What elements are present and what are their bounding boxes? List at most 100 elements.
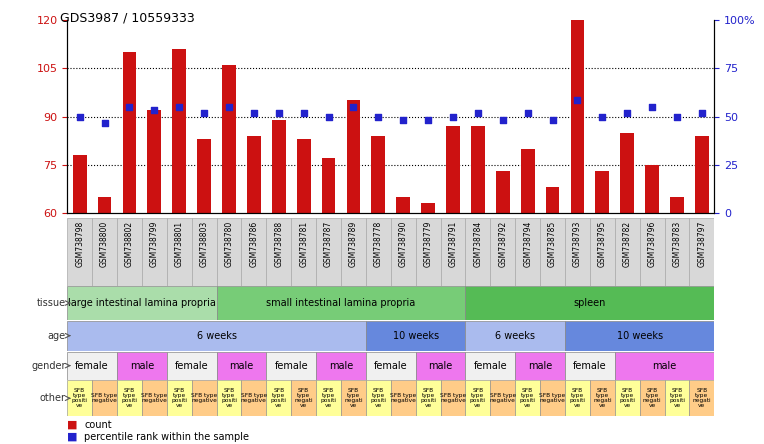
Text: SFB
type
negati
ve: SFB type negati ve xyxy=(344,388,363,408)
Point xyxy=(248,110,260,117)
Text: male: male xyxy=(429,361,453,371)
Text: 6 weeks: 6 weeks xyxy=(196,331,237,341)
Text: GSM738803: GSM738803 xyxy=(199,221,209,267)
Bar xyxy=(590,218,615,286)
Bar xyxy=(142,218,167,286)
Text: SFB type
negative: SFB type negative xyxy=(191,393,217,403)
Point xyxy=(422,116,434,123)
Bar xyxy=(446,126,460,213)
Point xyxy=(497,116,509,123)
Bar xyxy=(515,380,540,416)
Text: SFB
type
negati
ve: SFB type negati ve xyxy=(294,388,313,408)
Bar xyxy=(67,218,92,286)
Text: SFB
type
negati
ve: SFB type negati ve xyxy=(693,388,711,408)
Text: male: male xyxy=(528,361,552,371)
Bar xyxy=(67,321,366,351)
Text: SFB
type
positi
ve: SFB type positi ve xyxy=(270,388,286,408)
Bar xyxy=(465,380,490,416)
Bar xyxy=(272,120,286,213)
Bar xyxy=(173,49,186,213)
Bar xyxy=(167,352,216,380)
Text: GSM738796: GSM738796 xyxy=(648,221,656,267)
Bar xyxy=(241,218,267,286)
Point xyxy=(123,103,135,111)
Bar xyxy=(92,218,117,286)
Bar xyxy=(371,136,385,213)
Bar xyxy=(620,133,634,213)
Point xyxy=(397,116,410,123)
Bar xyxy=(465,352,515,380)
Bar xyxy=(366,352,416,380)
Text: SFB type
negative: SFB type negative xyxy=(241,393,267,403)
Text: GSM738784: GSM738784 xyxy=(474,221,482,267)
Bar xyxy=(521,149,535,213)
Text: SFB type
negative: SFB type negative xyxy=(490,393,516,403)
Bar xyxy=(665,380,689,416)
Bar xyxy=(695,136,709,213)
Text: SFB type
negative: SFB type negative xyxy=(440,393,466,403)
Text: GSM738789: GSM738789 xyxy=(349,221,358,267)
Text: SFB
type
positi
ve: SFB type positi ve xyxy=(121,388,138,408)
Text: SFB
type
positi
ve: SFB type positi ve xyxy=(321,388,337,408)
Point xyxy=(621,110,633,117)
Text: SFB type
negative: SFB type negative xyxy=(539,393,565,403)
Bar xyxy=(122,52,136,213)
Text: SFB
type
positi
ve: SFB type positi ve xyxy=(420,388,436,408)
Point xyxy=(596,113,608,120)
Bar xyxy=(490,380,515,416)
Text: ■: ■ xyxy=(67,420,81,430)
Text: GSM738783: GSM738783 xyxy=(672,221,681,267)
Text: SFB
type
positi
ve: SFB type positi ve xyxy=(171,388,187,408)
Bar xyxy=(222,65,236,213)
Bar xyxy=(615,380,639,416)
Text: GSM738779: GSM738779 xyxy=(423,221,432,267)
Bar xyxy=(397,197,410,213)
Bar xyxy=(595,171,609,213)
Bar xyxy=(322,159,335,213)
Bar xyxy=(665,218,689,286)
Text: GSM738787: GSM738787 xyxy=(324,221,333,267)
Text: female: female xyxy=(175,361,209,371)
Point xyxy=(223,103,235,111)
Bar xyxy=(316,218,341,286)
Text: other: other xyxy=(40,393,66,403)
Text: SFB
type
positi
ve: SFB type positi ve xyxy=(470,388,486,408)
Text: male: male xyxy=(229,361,254,371)
Text: SFB type
negative: SFB type negative xyxy=(92,393,118,403)
Text: SFB type
negative: SFB type negative xyxy=(141,393,167,403)
Bar xyxy=(565,380,590,416)
Bar xyxy=(297,139,310,213)
Text: male: male xyxy=(329,361,353,371)
Bar xyxy=(142,380,167,416)
Bar xyxy=(117,352,167,380)
Bar xyxy=(347,100,361,213)
Bar xyxy=(316,380,341,416)
Bar xyxy=(341,218,366,286)
Point xyxy=(297,110,309,117)
Text: GSM738795: GSM738795 xyxy=(598,221,607,267)
Point xyxy=(322,113,335,120)
Bar xyxy=(247,136,261,213)
Text: female: female xyxy=(573,361,607,371)
Bar xyxy=(391,380,416,416)
Bar xyxy=(615,352,714,380)
Bar xyxy=(465,286,714,320)
Text: female: female xyxy=(274,361,308,371)
Text: GSM738780: GSM738780 xyxy=(225,221,234,267)
Point xyxy=(646,103,659,111)
Point xyxy=(546,116,558,123)
Point xyxy=(348,103,360,111)
Bar xyxy=(241,380,267,416)
Text: SFB
type
positi
ve: SFB type positi ve xyxy=(569,388,585,408)
Bar xyxy=(441,380,465,416)
Bar xyxy=(67,380,92,416)
Bar xyxy=(565,321,714,351)
Bar xyxy=(689,380,714,416)
Point xyxy=(73,113,86,120)
Bar xyxy=(216,352,267,380)
Bar xyxy=(670,197,684,213)
Bar xyxy=(366,321,465,351)
Bar xyxy=(639,218,665,286)
Bar xyxy=(216,286,465,320)
Bar xyxy=(147,110,161,213)
